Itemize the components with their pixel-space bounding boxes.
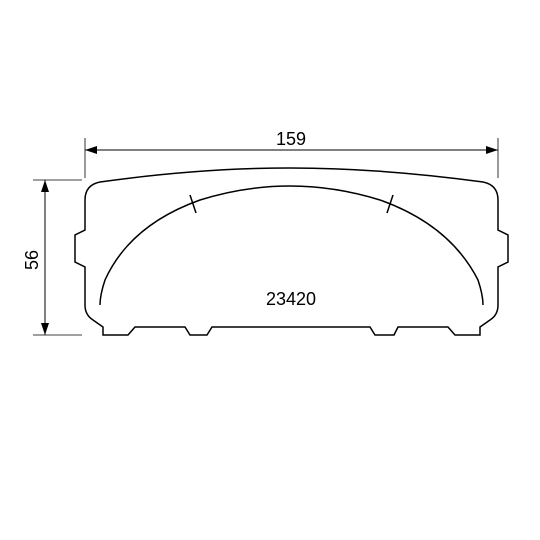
width-dimension: 159 [85,129,498,178]
brake-pad-outline [75,168,508,335]
technical-drawing: 159 56 23420 [0,0,540,540]
width-value: 159 [276,129,306,149]
height-dimension: 56 [22,180,82,335]
part-number: 23420 [266,289,316,309]
height-value: 56 [22,250,42,270]
